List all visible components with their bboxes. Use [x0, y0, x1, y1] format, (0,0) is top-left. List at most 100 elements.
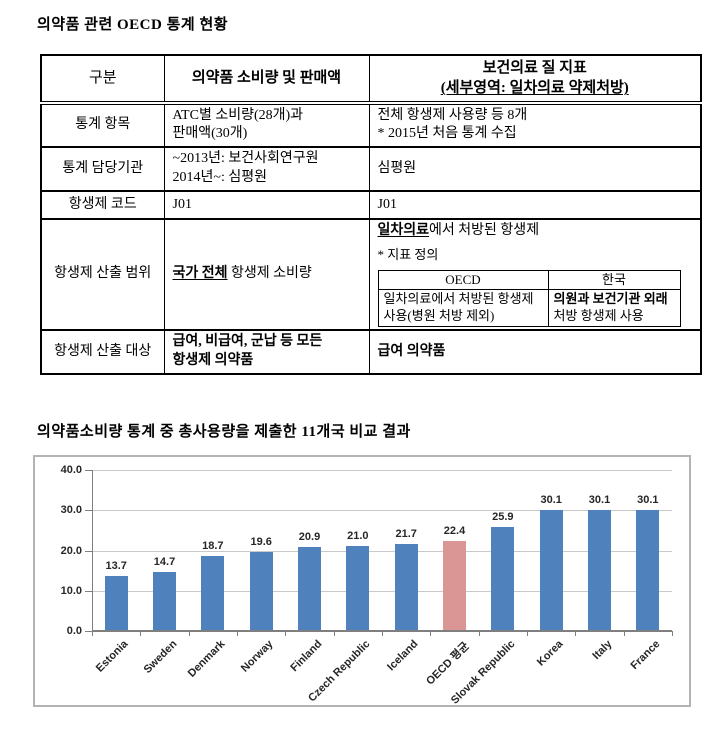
inner-body-row: 일차의료에서 처방된 항생제 사용(병원 처방 제외) 의원과 보건기관 외래 … [377, 289, 681, 328]
x-axis-label: Sweden [141, 638, 179, 676]
x-axis-tick [527, 631, 528, 636]
table-header-row: 구분 의약품 소비량 및 판매액 보건의료 질 지표 (세부영역: 일차의료 약… [40, 54, 702, 105]
x-axis-tick [575, 631, 577, 636]
x-axis-tick [382, 631, 383, 636]
bar-value-label: 25.9 [492, 511, 514, 523]
table-title: 의약품 관련 OECD 통계 현황 [37, 17, 229, 33]
scope-quality-note: * 지표 정의 [377, 246, 439, 262]
bar-value-label: 14.7 [153, 556, 176, 568]
bar-value-label: 30.1 [637, 494, 659, 506]
x-axis-label: Finland [287, 638, 324, 675]
chart-title: 의약품소비량 통계 중 총사용량을 제출한 11개국 비교 결과 [37, 424, 411, 440]
indicator-definition-table: OECD 한국 일차의료에서 처방된 항생제 사용(병원 처방 제외) 의원과 … [377, 269, 681, 328]
header-quality-line1: 보건의료 질 지표 [482, 60, 587, 76]
cell-stat-items-consumption: ATC별 소비량(28개)과 판매액(30개) [163, 101, 370, 149]
bar-Czech Republic [346, 546, 370, 631]
row-label-target: 항생제 산출 대상 [40, 329, 165, 375]
x-axis-label: Korea [535, 638, 566, 669]
plot-area: 0.0 10.0 20.0 30.0 40.0 13.7 14.7 18.7 19.6 20.9 2… [61, 464, 673, 707]
inner-korea-rest: 처방 항생제 사용 [553, 308, 644, 324]
row-scope: 항생제 산출 범위 국가 전체 항생제 소비량 일차의료에서 처방된 항생제 *… [40, 218, 702, 332]
inner-header-row: OECD 한국 [377, 269, 681, 291]
bar-Iceland [394, 544, 418, 631]
cell-agency-consumption: ~2013년: 보건사회연구원 2014년~: 심평원 [163, 146, 370, 193]
text-line: * 2015년 처음 통계 수집 [377, 126, 517, 142]
row-stat-items: 통계 항목 ATC별 소비량(28개)과 판매액(30개) 전체 항생제 사용량… [40, 101, 702, 149]
inner-header-oecd: OECD [377, 269, 549, 291]
x-axis-label: France [628, 638, 663, 672]
x-axis-label: Estonia [94, 638, 131, 675]
header-consumption-sales: 의약품 소비량 및 판매액 [163, 54, 370, 105]
bar-Norway [249, 552, 273, 631]
bar-value-label: 20.9 [298, 531, 321, 543]
text-line: ATC별 소비량(28개)과 [172, 107, 304, 123]
y-axis-tick-label: 0.0 [66, 625, 82, 637]
bar-value-label: 30.1 [540, 494, 562, 506]
x-axis-tick [140, 631, 142, 636]
gridline [92, 510, 672, 512]
bar-value-label: 22.4 [443, 525, 466, 537]
bar-Estonia [104, 576, 128, 631]
x-axis-tick [623, 631, 625, 636]
bar-OECD 평균 [443, 541, 466, 631]
scope-quality-rest: 에서 처방된 항생제 [429, 223, 540, 239]
header-category: 구분 [40, 54, 165, 105]
bar-chart: 0.0 10.0 20.0 30.0 40.0 13.7 14.7 18.7 19.6 20.9 2… [33, 455, 691, 707]
row-agency: 통계 담당기관 ~2013년: 보건사회연구원 2014년~: 심평원 심평원 [40, 146, 702, 193]
cell-agency-quality: 심평원 [368, 146, 702, 193]
x-axis-label: Norway [239, 638, 276, 675]
cell-target-quality: 급여 의약품 [368, 329, 702, 375]
bar-value-label: 30.1 [588, 494, 611, 506]
y-axis-tick [85, 631, 92, 632]
x-axis-tick [478, 631, 480, 636]
text-line: 판매액(30개) [172, 126, 248, 142]
text-line: 전체 항생제 사용량 등 8개 [377, 107, 528, 123]
cell-code-quality: J01 [368, 190, 702, 221]
scope-quality-emphasis: 일차의료 [377, 223, 430, 239]
x-axis-label: Iceland [385, 638, 421, 674]
x-axis-tick [333, 631, 335, 636]
bar-Korea [539, 510, 563, 631]
x-axis-label: Czech Republic [305, 638, 373, 705]
gridline [92, 550, 672, 552]
inner-cell-oecd: 일차의료에서 처방된 항생제 사용(병원 처방 제외) [377, 289, 549, 328]
y-axis-tick-label: 30.0 [60, 504, 82, 517]
bar-value-label: 21.0 [347, 530, 369, 542]
x-axis-tick [92, 631, 93, 636]
inner-header-korea: 한국 [547, 269, 681, 291]
x-axis-tick [188, 631, 190, 636]
y-axis-tick-label: 40.0 [60, 464, 82, 476]
bar-Sweden [153, 572, 176, 631]
bar-Italy [588, 510, 611, 631]
gridline [92, 470, 672, 471]
y-axis-tick-label: 20.0 [60, 544, 82, 557]
scope-consumption-emphasis: 국가 전체 [172, 266, 228, 282]
y-axis-tick-label: 10.0 [60, 584, 82, 597]
cell-code-consumption: J01 [163, 190, 370, 221]
x-axis-line [92, 630, 672, 632]
x-axis-label: Denmark [185, 638, 228, 680]
scope-consumption-rest: 항생제 소비량 [227, 266, 312, 282]
bar-value-label: 21.7 [395, 528, 417, 540]
y-axis-tick [85, 550, 92, 552]
cell-target-consumption: 급여, 비급여, 군납 등 모든 항생제 의약품 [163, 329, 370, 375]
row-label-scope: 항생제 산출 범위 [40, 218, 165, 332]
x-axis-tick [237, 631, 238, 636]
header-quality-indicator: 보건의료 질 지표 (세부영역: 일차의료 약제처방) [368, 54, 702, 105]
x-axis-tick [672, 631, 673, 636]
y-axis-tick [85, 470, 92, 471]
x-axis-tick [430, 631, 432, 636]
row-label-code: 항생제 코드 [40, 190, 165, 221]
inner-korea-emphasis: 의원과 보건기관 외래 [553, 291, 668, 307]
oecd-stats-table: 구분 의약품 소비량 및 판매액 보건의료 질 지표 (세부영역: 일차의료 약… [40, 54, 702, 375]
text-line: 급여, 비급여, 군납 등 모든 [172, 334, 323, 350]
y-axis-line [92, 470, 93, 631]
row-label-agency: 통계 담당기관 [40, 146, 165, 193]
bar-value-label: 13.7 [105, 560, 127, 572]
y-axis-tick [85, 510, 92, 512]
bar-Slovak Republic [491, 527, 515, 631]
bar-France [636, 510, 660, 631]
x-axis-label: Italy [589, 638, 614, 663]
gridline [92, 590, 672, 592]
text-line: 항생제 의약품 [172, 353, 254, 369]
